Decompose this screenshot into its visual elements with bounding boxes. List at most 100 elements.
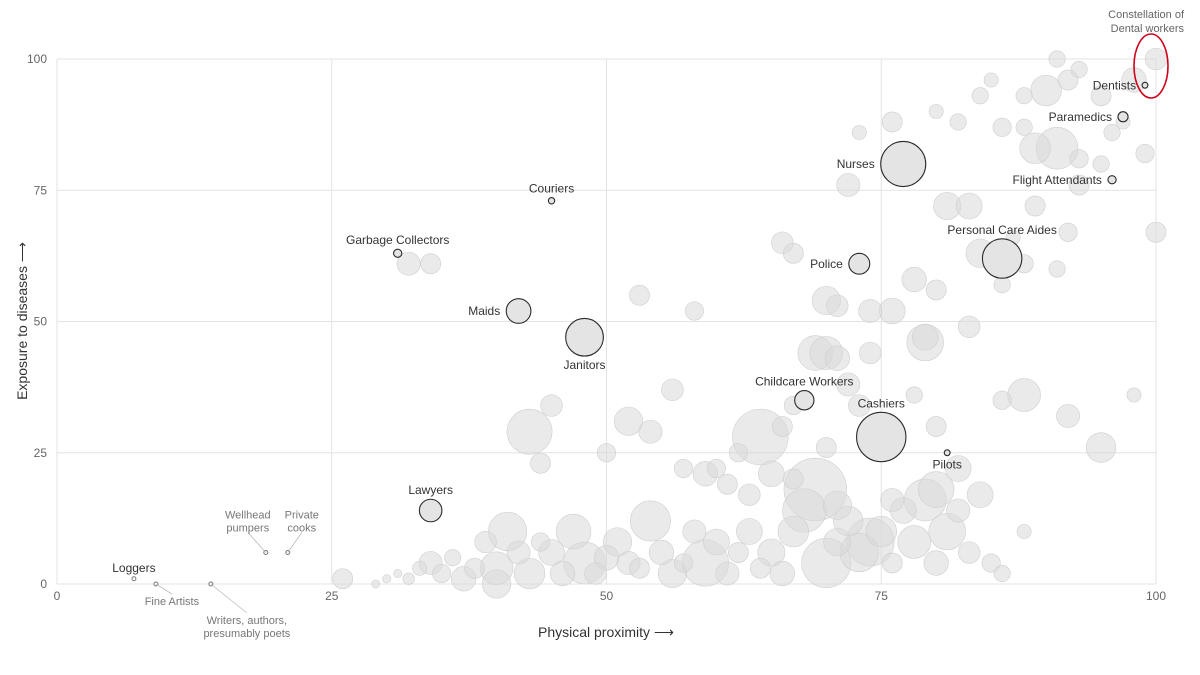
private-cooks-leader	[287, 532, 303, 553]
occupation-bubble	[771, 416, 793, 437]
occupation-bubble	[859, 341, 882, 365]
y-tick-label: 100	[27, 52, 47, 66]
occupation-bubble	[661, 378, 684, 401]
occupation-bubble	[826, 294, 849, 317]
occupation-bubble	[474, 530, 497, 554]
police-label: Police	[810, 257, 843, 271]
y-tick-label: 25	[34, 446, 48, 460]
occupation-bubble	[992, 117, 1012, 137]
loggers-label: Loggers	[112, 561, 155, 575]
occupation-bubble	[777, 515, 810, 548]
occupation-bubble	[993, 564, 1011, 583]
occupation-bubble	[506, 408, 553, 455]
occupation-bubble	[1090, 85, 1112, 107]
occupation-bubble	[971, 87, 989, 105]
occupation-bubble	[928, 104, 944, 119]
occupation-bubble	[881, 552, 903, 574]
occupation-bubble	[823, 528, 852, 556]
lawyers-bubble	[418, 498, 443, 523]
occupation-bubble	[865, 515, 897, 548]
nurses-bubble	[880, 140, 927, 188]
background-bubbles	[332, 47, 1168, 599]
occupation-bubble	[901, 266, 927, 293]
lawyers-label: Lawyers	[408, 483, 453, 497]
y-tick-label: 75	[34, 183, 48, 197]
occupation-bubble	[993, 276, 1011, 294]
occupation-bubble	[371, 579, 381, 589]
fine-artists-leader	[155, 583, 173, 595]
occupation-bubble	[1024, 195, 1046, 217]
flight-attendants-bubble	[1107, 175, 1117, 185]
occupation-bubble	[728, 443, 748, 463]
occupation-bubble	[444, 549, 462, 567]
occupation-bubble	[530, 452, 551, 474]
annotation-line-1: Constellation of	[1108, 9, 1185, 21]
occupation-bubble	[815, 437, 837, 458]
wellhead-pumpers-label: Wellhead pumpers	[225, 510, 271, 535]
janitors-bubble	[565, 317, 604, 357]
occupation-bubble	[1069, 149, 1089, 169]
occupation-bubble	[851, 125, 867, 140]
x-tick-label: 100	[1146, 589, 1166, 603]
occupation-bubble	[1015, 118, 1033, 136]
occupation-bubble	[682, 519, 707, 544]
occupation-bubble	[540, 394, 563, 417]
dentists-bubble	[1141, 81, 1149, 89]
grid-lines	[56, 58, 1157, 585]
cashiers-label: Cashiers	[858, 396, 905, 410]
occupation-bubble	[1016, 524, 1032, 539]
occupation-bubble	[1103, 123, 1121, 142]
minor-labels: Loggers Fine Artists Wellhead pumpers Privat…	[112, 510, 319, 641]
loggers-dot	[131, 576, 137, 582]
occupation-bubble	[858, 299, 883, 323]
x-tick-label: 0	[54, 589, 61, 603]
x-tick-label: 75	[875, 589, 889, 603]
occupation-bubble	[717, 473, 738, 495]
occupation-bubble	[917, 471, 955, 508]
writers-authors-presumably-poets-leader	[210, 583, 248, 614]
occupation-bubble	[513, 557, 546, 590]
occupation-bubble	[880, 488, 905, 512]
occupation-bubble	[1085, 432, 1117, 463]
occupation-bubble	[1126, 387, 1142, 403]
occupation-bubble	[925, 279, 947, 301]
occupation-bubble	[332, 568, 354, 590]
occupation-bubble	[673, 553, 693, 573]
fine-artists-label: Fine Artists	[145, 596, 200, 608]
occupation-bubble	[420, 253, 442, 275]
occupation-bubble	[1144, 47, 1168, 71]
occupation-bubble	[923, 550, 949, 576]
occupation-bubble	[673, 459, 693, 478]
pilots-label: Pilots	[933, 458, 962, 472]
highlighted-bubbles: Dentists Paramedics Flight Attendants Nurse…	[346, 78, 1149, 523]
nurses-label: Nurses	[837, 157, 875, 171]
y-tick-label: 0	[40, 577, 47, 591]
childcare-workers-label: Childcare Workers	[755, 375, 853, 389]
pilots-bubble	[943, 449, 951, 457]
occupation-bubble	[944, 455, 972, 482]
occupation-bubble	[531, 532, 551, 552]
occupation-bubble	[1048, 260, 1066, 278]
y-axis-title: Exposure to diseases ⟶	[14, 242, 30, 400]
personal-care-aides-label: Personal Care Aides	[947, 223, 1056, 237]
occupation-bubble	[955, 192, 983, 220]
occupation-bubble	[736, 518, 763, 545]
occupation-bubble	[848, 394, 871, 417]
occupation-bubble	[630, 500, 671, 542]
occupation-bubble	[703, 528, 730, 556]
occupation-bubble	[1145, 221, 1167, 243]
occupation-bubble	[402, 572, 415, 585]
occupation-bubble	[549, 560, 576, 587]
occupation-bubble	[506, 540, 531, 565]
dentists-label: Dentists	[1093, 78, 1136, 92]
occupation-bubble	[782, 468, 804, 490]
occupation-bubble	[758, 460, 785, 488]
annotation-line-2: Dental workers	[1111, 23, 1185, 35]
occupation-bubble	[782, 242, 804, 264]
occupation-bubble	[905, 386, 923, 404]
janitors-label: Janitors	[564, 358, 606, 372]
dental-highlight-ring	[1133, 33, 1169, 99]
occupation-bubble	[464, 557, 485, 579]
occupation-bubble	[1092, 155, 1110, 173]
